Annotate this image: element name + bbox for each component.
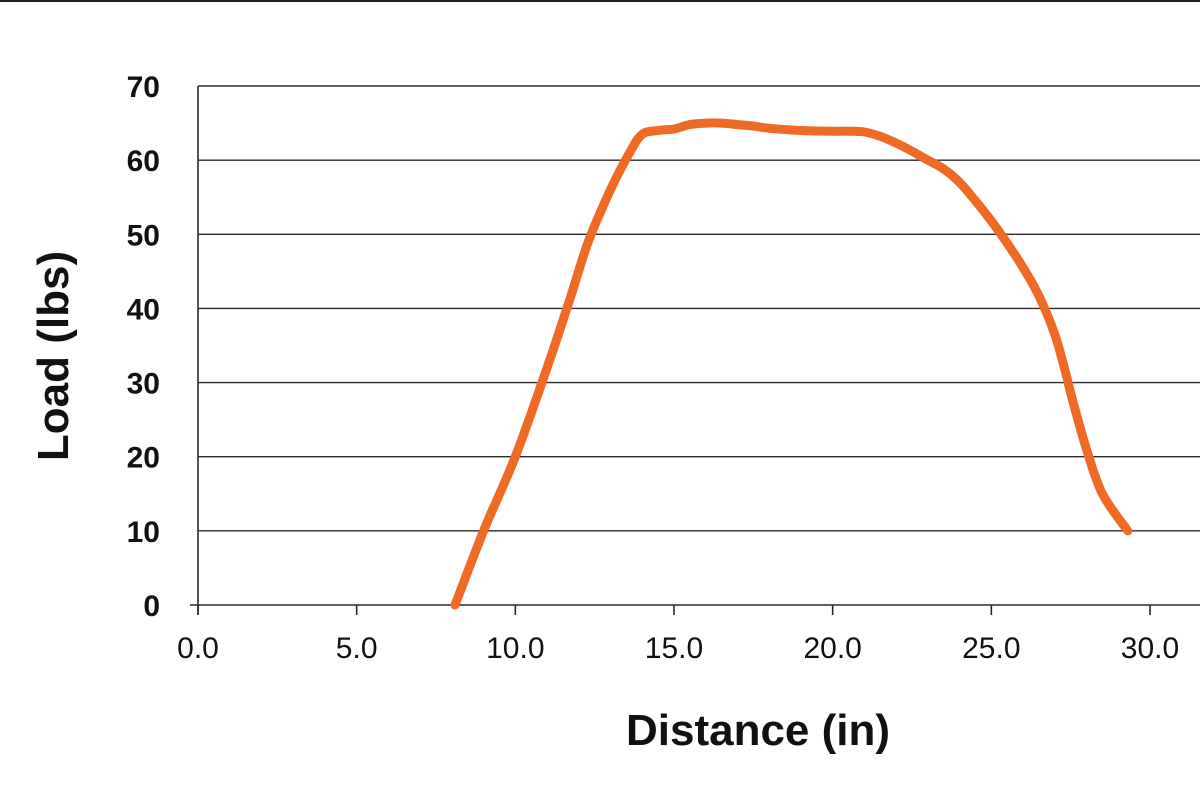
x-tick-label: 5.0 — [336, 632, 378, 665]
y-tick-label: 50 — [127, 219, 160, 252]
x-tick-label: 0.0 — [177, 632, 219, 665]
series-layer — [450, 118, 1133, 610]
gridlines — [198, 85, 1200, 532]
y-axis-title: Load (lbs) — [29, 251, 78, 461]
x-tick-label: 30.0 — [1121, 632, 1179, 665]
x-tick-label: 25.0 — [962, 632, 1020, 665]
y-tick-label: 10 — [127, 516, 160, 549]
y-tick-label: 0 — [143, 590, 160, 623]
x-tick-label: 10.0 — [486, 632, 544, 665]
x-axis-title: Distance (in) — [626, 706, 890, 755]
tick-labels: 0 10 20 30 40 50 60 70 0.0 5.0 10.0 15.0 20.0 25.0 30.… — [127, 71, 1180, 665]
y-tick-label: 70 — [127, 71, 160, 104]
x-tick-label: 15.0 — [645, 632, 703, 665]
axes — [190, 86, 1200, 615]
x-tick-label: 20.0 — [803, 632, 861, 665]
series-line-0 — [450, 118, 1133, 610]
y-tick-label: 60 — [127, 145, 160, 178]
y-tick-label: 40 — [127, 293, 160, 326]
y-tick-label: 30 — [127, 368, 160, 401]
y-tick-label: 20 — [127, 442, 160, 475]
top-border-line — [0, 0, 1200, 2]
